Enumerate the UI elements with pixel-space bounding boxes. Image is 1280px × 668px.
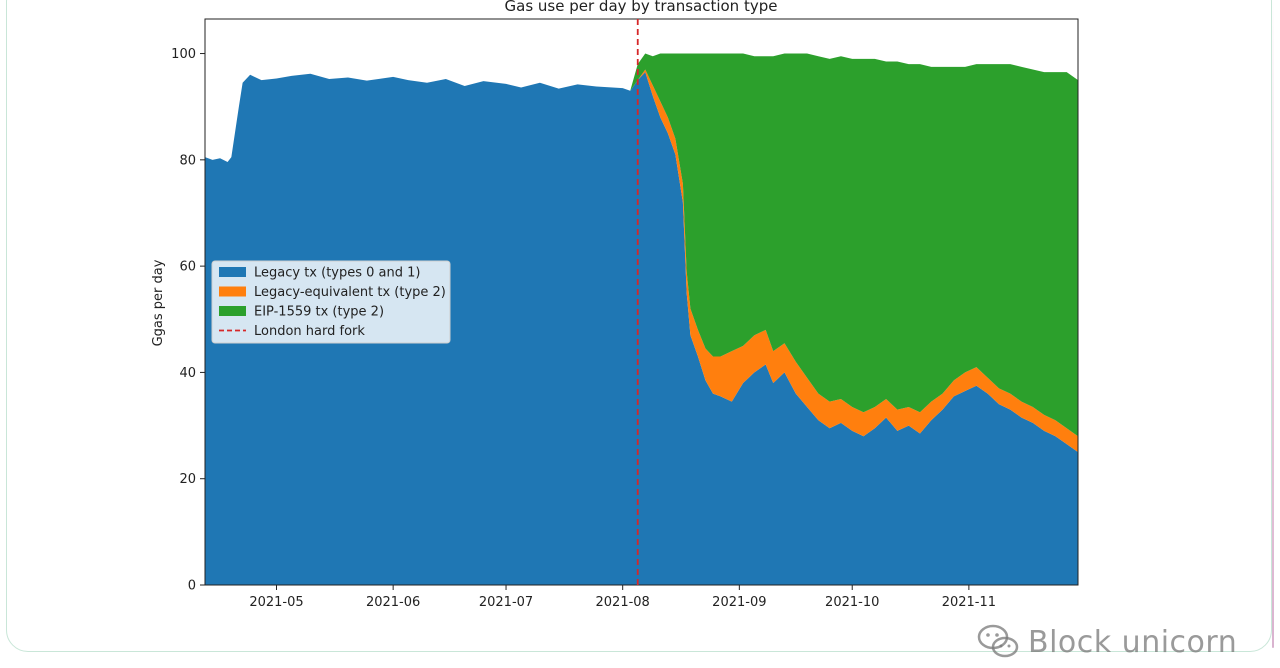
- x-tick-label: 2021-05: [249, 595, 303, 610]
- y-tick-label: 100: [171, 47, 196, 62]
- plot-frame: [204, 18, 1079, 586]
- legend: Legacy tx (types 0 and 1) Legacy-equivale…: [211, 260, 451, 344]
- x-tick-label: 2021-09: [712, 595, 766, 610]
- area-series-eip-1559: [205, 53, 1078, 437]
- y-tick-label: 60: [179, 260, 196, 275]
- watermark: Block unicorn: [976, 620, 1237, 664]
- legend-box: [211, 260, 451, 344]
- y-tick-label: 40: [179, 366, 196, 381]
- legend-label-legacy-equivalent: Legacy-equivalent tx (type 2): [254, 285, 446, 300]
- x-tick-label: 2021-07: [479, 595, 533, 610]
- area-series-legacy: [205, 72, 1078, 586]
- legend-swatch-legacy-equivalent: [219, 286, 246, 297]
- y-tick-label: 80: [179, 153, 196, 168]
- y-tick-label: 20: [179, 472, 196, 487]
- x-tick-label: 2021-10: [825, 595, 879, 610]
- wechat-icon: [977, 624, 1019, 658]
- legend-swatch-eip-1559: [219, 306, 246, 316]
- y-axis-label: Ggas per day: [151, 259, 166, 346]
- x-tick-label: 2021-08: [596, 595, 650, 610]
- card-edge-accent: [1272, 0, 1274, 648]
- x-tick-label: 2021-11: [942, 595, 996, 610]
- legend-label-eip-1559: EIP-1559 tx (type 2): [254, 305, 384, 320]
- chart-title: Gas use per day by transaction type: [505, 0, 778, 15]
- legend-swatch-legacy: [219, 267, 246, 277]
- y-tick-label: 0: [188, 579, 196, 594]
- legend-label-legacy: Legacy tx (types 0 and 1): [254, 266, 420, 281]
- watermark-text: Block unicorn: [1028, 624, 1238, 660]
- x-tick-label: 2021-06: [366, 595, 420, 610]
- legend-label-london-fork: London hard fork: [254, 324, 365, 339]
